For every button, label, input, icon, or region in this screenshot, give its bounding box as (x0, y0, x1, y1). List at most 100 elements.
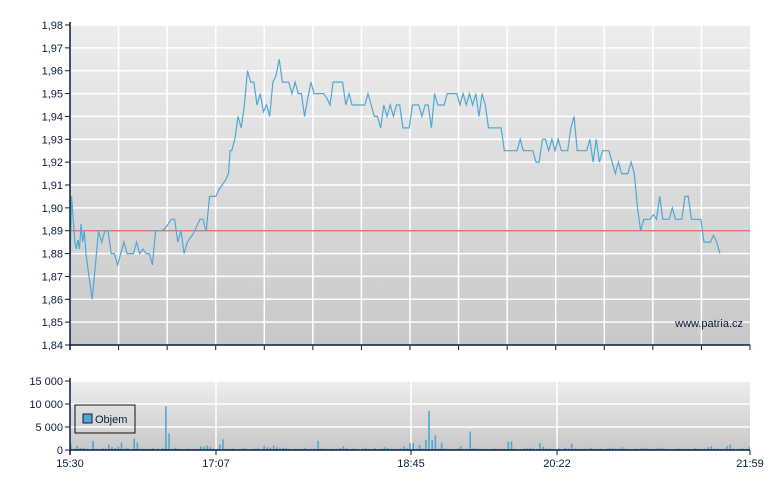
volume-bar (174, 447, 177, 450)
volume-bar (317, 440, 319, 450)
volume-bar (168, 433, 170, 450)
volume-y-axis: 0 5 000 10 000 15 000 (29, 376, 71, 457)
volume-bar (269, 447, 272, 450)
volume-bar (209, 447, 212, 450)
y-tick-label: 1,89 (42, 226, 63, 238)
volume-bar (111, 447, 113, 450)
y-tick-label: 5 000 (35, 422, 63, 434)
volume-bar (206, 445, 208, 450)
y-tick-label: 1,94 (42, 111, 63, 123)
volume-bar (612, 448, 614, 450)
volume-bar (564, 447, 567, 450)
volume-bar (79, 447, 82, 450)
volume-bar (152, 448, 154, 450)
volume-bar (374, 448, 376, 450)
y-tick-label: 1,90 (42, 203, 63, 215)
volume-bar (469, 431, 471, 450)
volume-bar (542, 446, 544, 450)
volume-bar (285, 448, 288, 450)
volume-bar (136, 442, 139, 450)
volume-bar (70, 444, 72, 450)
volume-bar (459, 446, 462, 450)
y-tick-label: 1,93 (42, 134, 63, 146)
y-tick-label: 1,96 (42, 66, 63, 78)
price-y-axis: 1,84 1,85 1,86 1,87 1,88 1,89 1,90 1,91 1,92 1,93… (42, 20, 751, 352)
volume-bar (608, 447, 611, 450)
y-tick-label: 1,87 (42, 271, 63, 283)
volume-bar (133, 438, 135, 450)
volume-bar (431, 439, 433, 450)
volume-bar (428, 410, 430, 450)
volume-bar (345, 448, 348, 450)
y-tick-label: 0 (57, 445, 63, 457)
legend: Objem (74, 404, 136, 434)
volume-bar (282, 447, 284, 450)
y-tick-label: 1,91 (42, 180, 63, 192)
volume-bar (304, 447, 307, 450)
volume-bar (200, 446, 202, 450)
volume-bar (406, 448, 408, 450)
legend-label: Objem (95, 414, 127, 426)
y-tick-label: 1,92 (42, 157, 63, 169)
y-tick-label: 1,85 (42, 317, 63, 329)
watermark: www.patria.cz (674, 318, 743, 330)
volume-bar (510, 441, 513, 450)
volume-bar (82, 448, 85, 450)
volume-bar (203, 446, 205, 450)
volume-bar (276, 447, 278, 450)
volume-bar (114, 448, 116, 450)
legend-swatch (82, 413, 93, 424)
volume-bar (364, 447, 367, 450)
volume-bar (257, 448, 259, 450)
price-chart: 1,84 1,85 1,86 1,87 1,88 1,89 1,90 1,91 1,92 1,93… (42, 20, 751, 352)
volume-bar (165, 406, 167, 450)
volume-bar (339, 448, 342, 450)
volume-bar (640, 448, 643, 450)
volume-bar (92, 440, 94, 450)
volume-bar (539, 443, 541, 450)
volume-bar (589, 447, 592, 450)
volume-bar (570, 443, 573, 450)
volume-bar (621, 447, 624, 450)
volume-bar (440, 442, 443, 450)
volume-bar (120, 442, 123, 450)
volume-chart: 0 5 000 10 000 15 000 15:30 17:07 18:45 20:22 2… (29, 376, 763, 470)
volume-bar (342, 446, 345, 450)
volume-bar (387, 448, 389, 450)
volume-bar (425, 439, 427, 450)
volume-bar (656, 448, 659, 450)
price-line (69, 59, 721, 300)
volume-bar (643, 447, 646, 450)
y-tick-label: 1,88 (42, 249, 63, 261)
volume-bar (409, 443, 411, 450)
volume-bar (529, 447, 532, 450)
volume-bar (412, 443, 414, 450)
volume-bar (710, 446, 712, 450)
volume-bar (418, 444, 421, 450)
volume-bar (161, 448, 164, 450)
volume-bar (748, 447, 750, 450)
price-gridlines (70, 24, 750, 345)
volume-bar (383, 447, 386, 450)
volume-bar (659, 447, 662, 450)
volume-bar (526, 448, 529, 450)
y-tick-label: 1,98 (42, 20, 63, 32)
x-tick-label: 20:22 (543, 458, 571, 470)
volume-bar (127, 448, 129, 450)
x-tick-label: 15:30 (56, 458, 84, 470)
volume-bar (266, 447, 269, 450)
volume-bar (694, 448, 697, 450)
y-tick-label: 1,86 (42, 294, 63, 306)
x-tick-label: 17:07 (202, 458, 230, 470)
volume-bar (101, 448, 104, 450)
volume-bar (472, 448, 475, 450)
volume-bar (222, 439, 224, 450)
volume-bar (726, 446, 728, 450)
y-tick-label: 10 000 (29, 399, 63, 411)
volume-bar (76, 445, 78, 450)
x-tick-label: 18:45 (397, 458, 425, 470)
y-tick-label: 1,84 (42, 340, 63, 352)
y-tick-label: 1,97 (42, 43, 63, 55)
volume-bar (434, 435, 437, 450)
